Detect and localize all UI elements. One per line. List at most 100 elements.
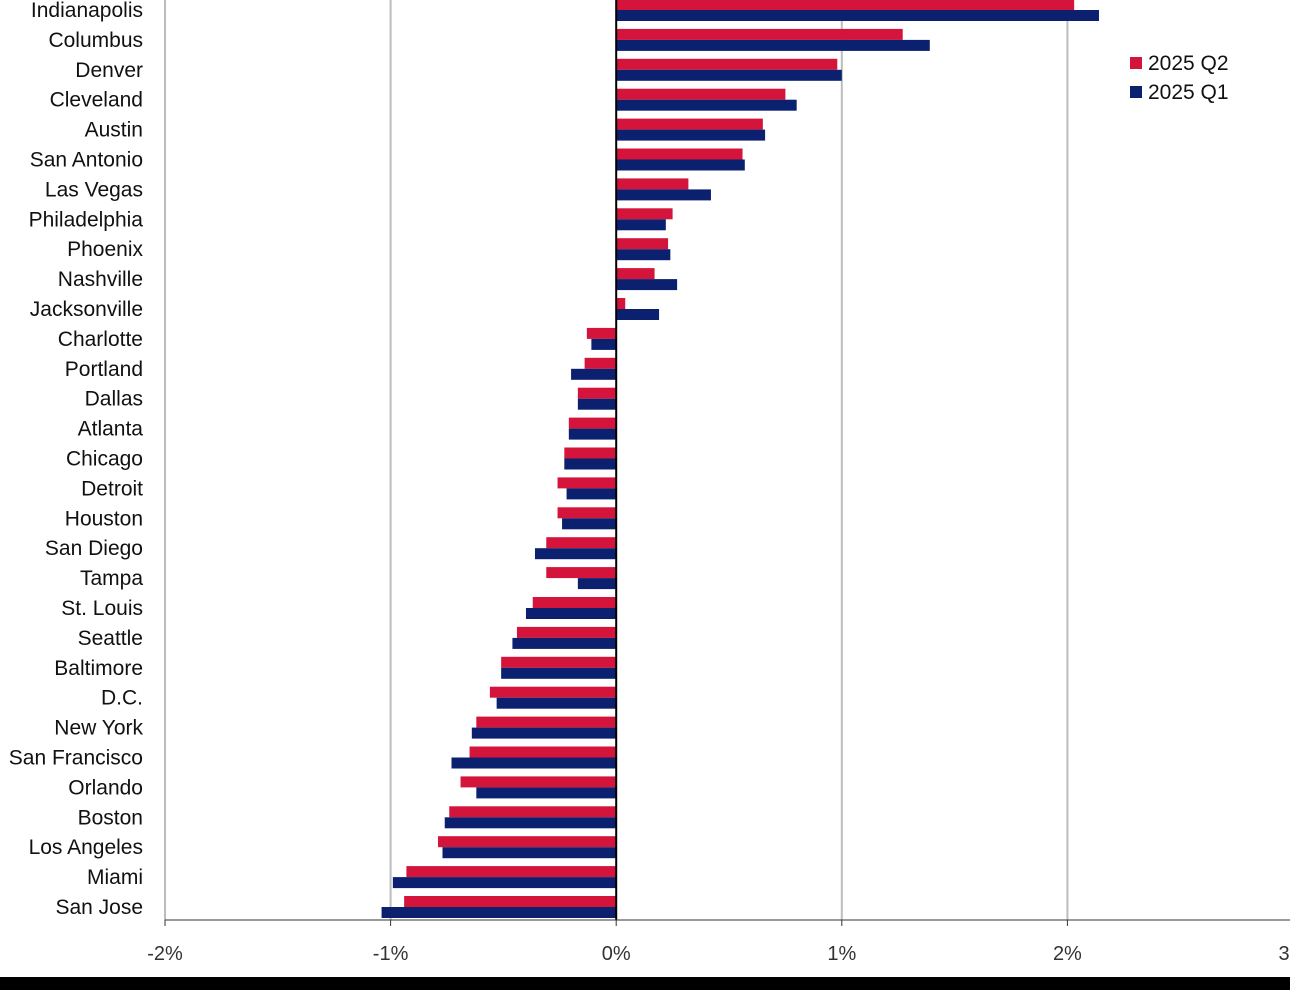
category-label: Phoenix xyxy=(67,238,143,261)
bar-q1-los-angeles xyxy=(442,847,617,859)
bar-q2-indianapolis xyxy=(616,0,1075,10)
x-tick-label: 0% xyxy=(602,943,631,965)
bar-q2-columbus xyxy=(616,28,903,40)
bar-q1-baltimore xyxy=(501,667,617,679)
bar-q1-cleveland xyxy=(616,99,797,111)
category-label: Detroit xyxy=(81,477,143,500)
category-label: San Diego xyxy=(45,537,143,560)
bar-q1-indianapolis xyxy=(616,10,1099,21)
bar-q2-los-angeles xyxy=(437,836,617,848)
bar-q2-dallas xyxy=(577,387,617,399)
category-label: Houston xyxy=(65,507,143,530)
bar-q1-tampa xyxy=(577,578,617,590)
bar-q1-chicago xyxy=(564,458,617,470)
category-label: Cleveland xyxy=(50,89,143,112)
bar-q2-charlotte xyxy=(586,327,617,339)
bar-q2-nashville xyxy=(616,268,655,280)
bar-q1-st-louis xyxy=(525,608,617,619)
bar-q2-d-c xyxy=(489,686,617,698)
bar-q1-dallas xyxy=(577,398,617,410)
category-label: St. Louis xyxy=(61,597,143,620)
bar-q1-philadelphia xyxy=(616,219,666,231)
bar-q1-houston xyxy=(562,518,617,530)
bar-q2-san-francisco xyxy=(469,746,617,758)
bar-q2-denver xyxy=(616,58,838,70)
category-label: Indianapolis xyxy=(31,0,143,22)
bar-q2-tampa xyxy=(546,567,617,579)
bar-q2-baltimore xyxy=(501,656,617,668)
bar-q1-new-york xyxy=(471,727,617,739)
bar-q1-jacksonville xyxy=(616,309,660,320)
bar-q1-boston xyxy=(444,817,617,829)
bar-q2-miami xyxy=(406,866,617,878)
category-label: Chicago xyxy=(66,448,143,471)
legend-label-q2: 2025 Q2 xyxy=(1148,52,1229,75)
category-label: Miami xyxy=(87,866,143,889)
bar-q2-orlando xyxy=(460,776,617,788)
bar-q2-detroit xyxy=(557,477,617,489)
category-label: Denver xyxy=(75,59,143,82)
category-label: San Antonio xyxy=(30,149,143,172)
bar-q1-san-diego xyxy=(534,548,617,560)
category-label: San Francisco xyxy=(9,747,143,770)
category-labels: Indianapolis Columbus Denver Cleveland Austi… xyxy=(9,0,144,919)
bar-q2-cleveland xyxy=(616,88,786,100)
category-label: Los Angeles xyxy=(29,836,143,859)
bar-q2-las-vegas xyxy=(616,178,689,190)
category-label: Tampa xyxy=(80,567,143,590)
x-tick-label: 1% xyxy=(827,943,856,965)
bar-q1-orlando xyxy=(476,787,617,799)
category-label: Dallas xyxy=(85,388,143,411)
bar-q1-portland xyxy=(571,368,617,380)
bar-q1-detroit xyxy=(566,488,617,500)
bar-q1-nashville xyxy=(616,279,678,291)
bars xyxy=(381,0,1099,918)
x-tick-label: 3% xyxy=(1279,943,1290,965)
legend: 2025 Q2 2025 Q1 xyxy=(1130,52,1229,104)
x-tick-label: 2% xyxy=(1053,943,1082,965)
bar-q2-chicago xyxy=(564,447,617,459)
category-label: Nashville xyxy=(58,268,143,291)
category-label: Philadelphia xyxy=(29,208,144,231)
category-label: Seattle xyxy=(78,627,143,650)
category-label: Portland xyxy=(65,358,143,381)
category-label: Las Vegas xyxy=(45,178,143,201)
x-tick-label: -1% xyxy=(373,943,409,965)
category-label: San Jose xyxy=(55,896,143,919)
bottom-dark-band xyxy=(0,977,1290,990)
category-label: Columbus xyxy=(48,29,143,52)
bar-q1-phoenix xyxy=(616,249,671,261)
bar-q2-phoenix xyxy=(616,238,669,250)
bar-q1-columbus xyxy=(616,39,930,51)
bar-q1-austin xyxy=(616,129,766,141)
bar-q1-denver xyxy=(616,69,842,81)
bar-q1-miami xyxy=(392,877,617,889)
bar-q2-boston xyxy=(449,806,617,818)
bar-q1-las-vegas xyxy=(616,189,711,201)
bar-q2-san-diego xyxy=(546,537,617,549)
bar-q2-seattle xyxy=(516,626,617,638)
bar-q1-atlanta xyxy=(568,428,617,440)
category-label: Baltimore xyxy=(54,657,143,680)
bar-q1-san-francisco xyxy=(451,757,617,769)
bar-q2-new-york xyxy=(476,716,617,728)
bar-q2-philadelphia xyxy=(616,208,673,220)
category-label: Charlotte xyxy=(58,328,143,351)
bar-q1-san-antonio xyxy=(616,159,745,171)
bar-q1-d-c xyxy=(496,697,617,709)
bar-q2-san-antonio xyxy=(616,148,743,160)
x-tick-label: -2% xyxy=(147,943,183,965)
bar-q2-san-jose xyxy=(404,896,617,907)
legend-swatch-q1 xyxy=(1130,86,1142,98)
category-label: Atlanta xyxy=(78,418,144,441)
legend-swatch-q2 xyxy=(1130,57,1142,69)
bar-q2-austin xyxy=(616,118,763,130)
category-label: D.C. xyxy=(101,687,143,710)
x-axis: -2% -1% 0% 1% 2% 3% xyxy=(147,919,1290,965)
bar-q2-st-louis xyxy=(532,597,617,608)
category-label: Austin xyxy=(85,119,143,142)
bar-q1-san-jose xyxy=(381,907,617,918)
category-label: Boston xyxy=(78,806,143,829)
legend-label-q1: 2025 Q1 xyxy=(1148,81,1229,104)
